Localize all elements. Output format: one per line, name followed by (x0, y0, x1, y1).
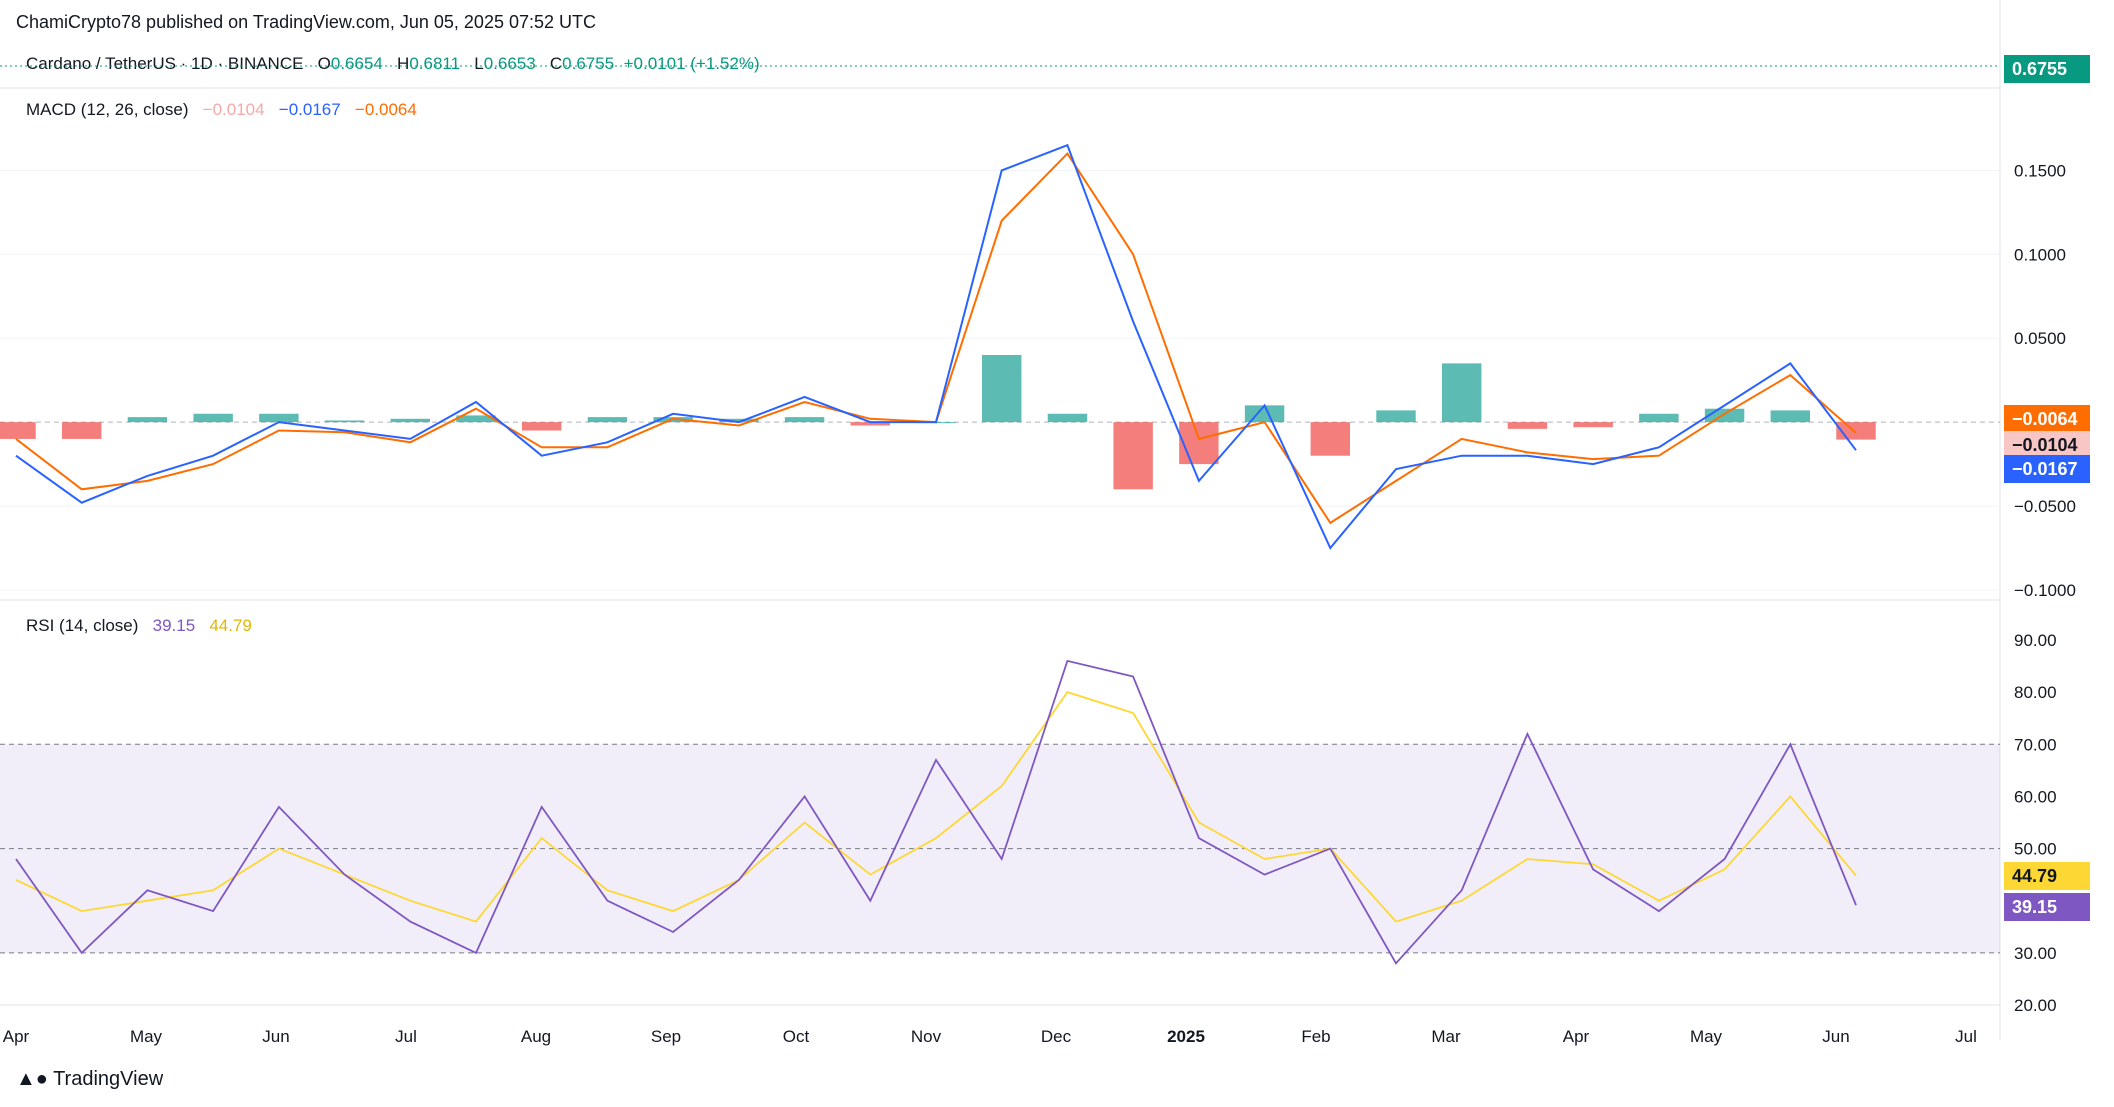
close-value: 0.6755 (562, 54, 615, 73)
macd-histogram-bar (456, 415, 496, 423)
x-axis-tick: Oct (783, 1027, 810, 1046)
macd-histogram-bar (1770, 410, 1810, 423)
x-axis-tick: 2025 (1167, 1027, 1205, 1046)
macd-histogram-bar (259, 413, 299, 423)
rsi-y-tick: 30.00 (2014, 944, 2057, 963)
change-value: +0.0101 (+1.52%) (623, 54, 760, 73)
rsi-y-tick: 60.00 (2014, 787, 2057, 806)
macd-histogram-bar (522, 422, 562, 431)
close-label: C (549, 54, 563, 73)
macd-histogram-bar (324, 420, 365, 423)
symbol-price-bar: Cardano / TetherUS · 1D · BINANCE O0.665… (26, 54, 760, 74)
x-axis-tick: Jul (1955, 1027, 1977, 1046)
open-value: 0.6654 (330, 54, 383, 73)
macd-histogram-bar (193, 413, 233, 423)
x-axis-tick: Jun (1822, 1027, 1849, 1046)
macd-histogram-bar (1704, 408, 1745, 423)
macd-signal-value: −0.0064 (354, 100, 417, 119)
x-axis-tick: Apr (1563, 1027, 1590, 1046)
macd-y-tick: 0.1500 (2014, 161, 2066, 180)
macd-y-tick: 0.0500 (2014, 329, 2066, 348)
macd-histogram-bar (1113, 422, 1153, 490)
macd-hist-pill: −0.0104 (2004, 431, 2090, 459)
x-axis-tick: Jul (395, 1027, 417, 1046)
macd-histogram-bar (1442, 363, 1482, 423)
rsi-line (15, 659, 1857, 965)
x-axis-tick: Aug (521, 1027, 551, 1046)
rsi-y-tick: 50.00 (2014, 840, 2057, 859)
macd-line (15, 143, 1857, 550)
macd-histogram-bar (0, 422, 36, 439)
macd-signal-pill: −0.0064 (2004, 405, 2090, 433)
macd-legend[interactable]: MACD (12, 26, close) −0.0104 −0.0167 −0.… (26, 100, 417, 120)
rsi-value: 39.15 (152, 616, 196, 635)
x-axis-tick: May (1690, 1027, 1723, 1046)
symbol-name[interactable]: Cardano / TetherUS · 1D · BINANCE (26, 54, 304, 73)
rsi-y-tick: 20.00 (2014, 996, 2057, 1015)
macd-histogram-bar (1244, 405, 1285, 423)
macd-histogram-bar (784, 417, 825, 423)
macd-histogram-bar (390, 418, 430, 423)
macd-histogram-bar (1836, 422, 1876, 440)
macd-histogram-bar (1507, 422, 1548, 429)
macd-hist-value: −0.0104 (202, 100, 265, 119)
x-axis-tick: Sep (651, 1027, 681, 1046)
macd-title: MACD (12, 26, close) (26, 100, 189, 119)
rsi-value-pill: 39.15 (2004, 893, 2090, 921)
macd-histogram-bar (1639, 413, 1679, 423)
macd-histogram-bar (1047, 413, 1088, 423)
macd-histogram-bar (982, 355, 1022, 423)
x-axis-tick: Jun (262, 1027, 289, 1046)
macd-y-tick: −0.0500 (2014, 497, 2076, 516)
macd-histogram-bar (1573, 422, 1613, 428)
x-axis-tick: Dec (1041, 1027, 1072, 1046)
last-price-pill: 0.6755 (2004, 55, 2090, 83)
macd-histogram-bar (850, 422, 890, 426)
macd-histogram-bar (127, 417, 168, 423)
macd-histogram-bar (62, 422, 102, 439)
x-axis-tick: Feb (1301, 1027, 1330, 1046)
macd-histogram-bar (719, 418, 759, 423)
rsi-legend[interactable]: RSI (14, close) 39.15 44.79 (26, 616, 252, 636)
tv-logo-icon: ▲● (16, 1068, 48, 1090)
publisher-line: ChamiCrypto78 published on TradingView.c… (16, 12, 597, 32)
macd-y-tick: −0.1000 (2014, 581, 2076, 600)
rsi-title: RSI (14, close) (26, 616, 139, 635)
open-label: O (317, 54, 331, 73)
x-axis-tick: May (130, 1027, 163, 1046)
low-label: L (474, 54, 484, 73)
low-value: 0.6653 (483, 54, 536, 73)
high-label: H (397, 54, 410, 73)
rsi-ma-line (15, 691, 1857, 923)
x-axis-tick: Mar (1431, 1027, 1461, 1046)
macd-line-value: −0.0167 (278, 100, 341, 119)
high-value: 0.6811 (409, 54, 461, 73)
tradingview-logo[interactable]: ▲● TradingView (16, 1068, 163, 1091)
rsi-y-tick: 70.00 (2014, 735, 2057, 754)
macd-histogram-bar (587, 417, 628, 423)
macd-histogram-bar (1179, 422, 1219, 465)
rsi-y-tick: 80.00 (2014, 683, 2057, 702)
x-axis-tick: Apr (3, 1027, 30, 1046)
x-axis-tick: Nov (911, 1027, 942, 1046)
rsi-ma-pill: 44.79 (2004, 862, 2090, 890)
macd-y-tick: 0.1000 (2014, 245, 2066, 264)
macd-line-pill: −0.0167 (2004, 455, 2090, 483)
footer-brand: TradingView (53, 1068, 164, 1090)
rsi-y-tick: 90.00 (2014, 631, 2057, 650)
macd-histogram-bar (1310, 422, 1350, 456)
macd-histogram-bar (1376, 410, 1416, 423)
rsi-ma-value: 44.79 (209, 616, 252, 635)
